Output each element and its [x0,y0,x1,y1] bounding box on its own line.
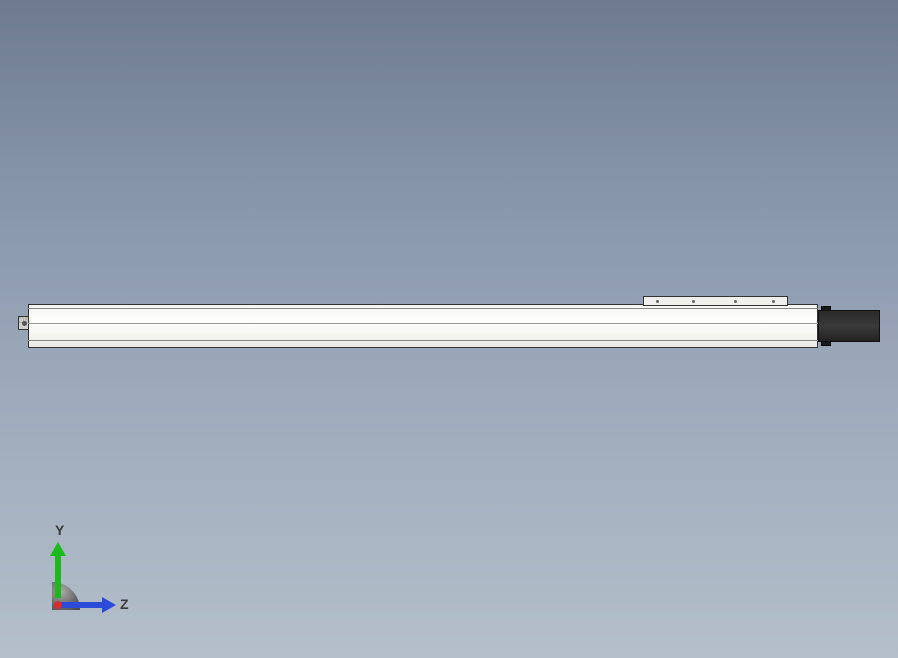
rail-edge-top [28,308,818,309]
top-mounting-bracket [643,296,788,306]
z-axis-label: Z [120,596,129,612]
bracket-hole [692,300,695,303]
model-assembly[interactable] [18,298,880,354]
bracket-hole [656,300,659,303]
bracket-hole [734,300,737,303]
main-linear-rail [28,304,818,348]
axis-triad[interactable]: Y Z [30,528,120,618]
y-axis-arrow-icon [50,542,66,556]
z-axis-line[interactable] [60,602,105,608]
bracket-hole [772,300,775,303]
right-motor-block [818,310,880,342]
y-axis-label: Y [55,522,64,538]
rail-edge-bottom [28,340,818,341]
y-axis-line[interactable] [55,553,61,598]
x-axis-dot-icon[interactable] [54,601,62,609]
watermark-text: OB [18,316,31,325]
cad-viewport[interactable]: OB Y Z [0,0,898,658]
z-axis-arrow-icon [102,597,116,613]
rail-edge-mid [28,323,818,324]
